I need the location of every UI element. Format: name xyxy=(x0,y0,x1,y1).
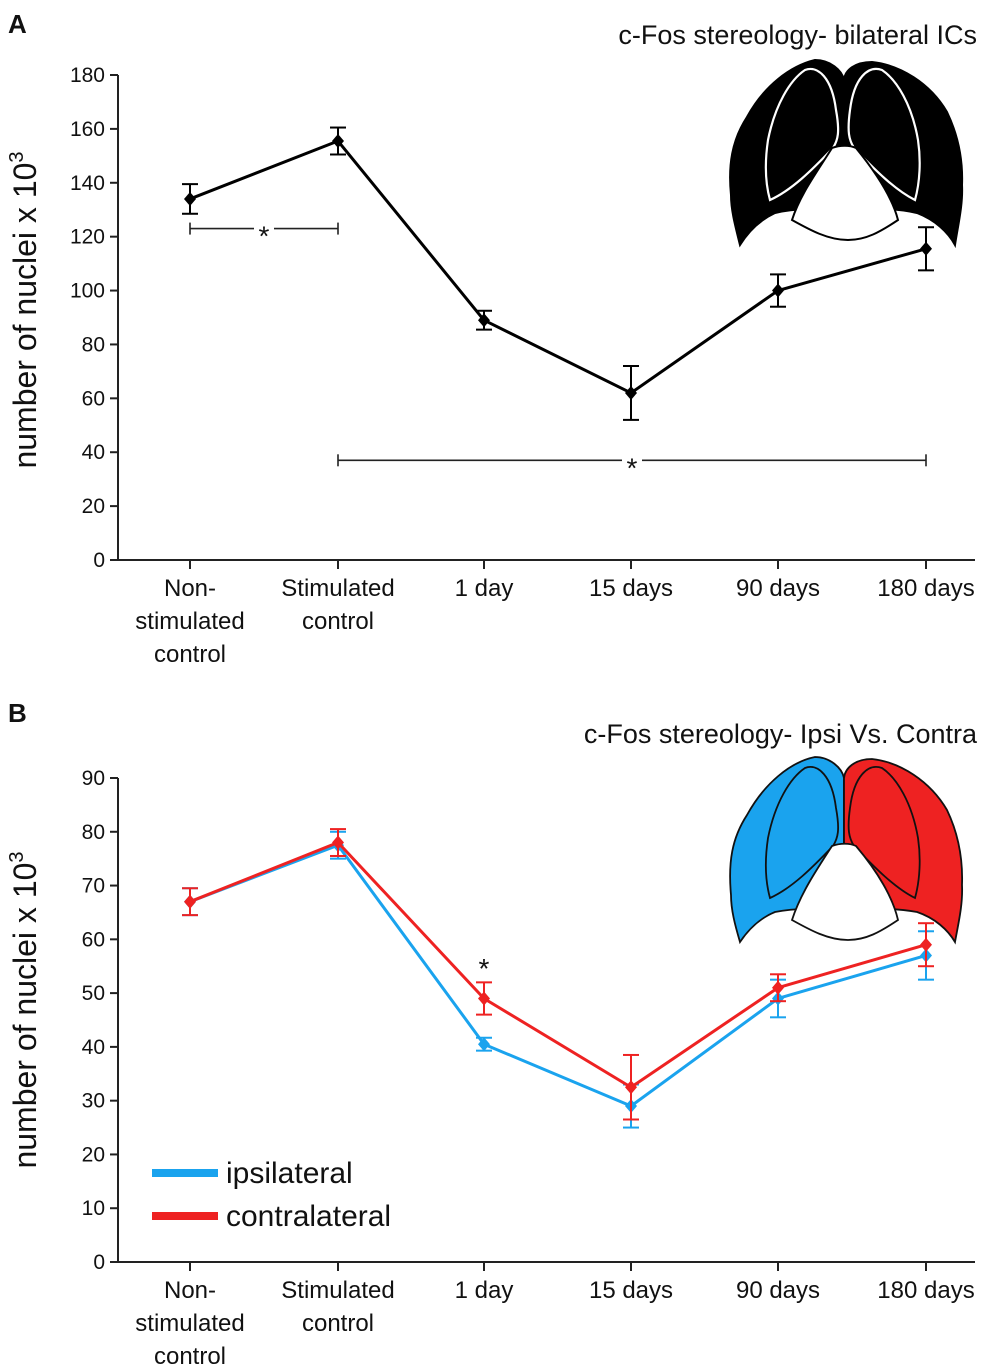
y-tick-label-b: 10 xyxy=(82,1197,105,1220)
legend-label-contralateral: contralateral xyxy=(226,1200,391,1233)
y-tick-label-a: 40 xyxy=(82,441,105,464)
data-point-contralateral xyxy=(478,991,490,1006)
significance-star-b: * xyxy=(479,953,490,984)
y-tick-label-b: 90 xyxy=(82,767,105,790)
significance-star-a: * xyxy=(627,452,638,483)
panel-label-b: B xyxy=(8,698,27,728)
series-line-ipsilateral xyxy=(189,843,927,1108)
x-category-label-a: control xyxy=(302,608,374,635)
y-tick-label-a: 0 xyxy=(93,549,105,572)
data-point-bilateral xyxy=(184,191,196,206)
x-category-label-b: 1 day xyxy=(455,1277,514,1304)
data-point-bilateral xyxy=(625,385,637,400)
y-tick-label-a: 60 xyxy=(82,387,105,410)
data-point-ipsilateral xyxy=(478,1037,490,1052)
data-point-bilateral xyxy=(920,241,932,256)
x-category-label-b: 180 days xyxy=(877,1277,974,1304)
x-category-label-a: 1 day xyxy=(455,575,514,602)
x-category-label-a: Non- xyxy=(164,575,216,602)
data-point-contralateral xyxy=(625,1080,637,1095)
y-tick-label-b: 70 xyxy=(82,875,105,898)
x-category-label-b: Stimulated xyxy=(281,1277,394,1304)
data-point-bilateral xyxy=(478,313,490,328)
significance-star-bg-a xyxy=(622,450,642,471)
x-category-label-a: 15 days xyxy=(589,575,673,602)
y-tick-label-b: 60 xyxy=(82,928,105,951)
y-tick-label-b: 50 xyxy=(82,982,105,1005)
y-tick-label-b: 20 xyxy=(82,1143,105,1166)
significance-star-bg-a xyxy=(254,218,274,239)
data-point-contralateral xyxy=(772,980,784,995)
y-tick-label-a: 100 xyxy=(70,280,105,303)
legend-label-ipsilateral: ipsilateral xyxy=(226,1157,353,1190)
y-axis-label-a: number of nuclei x 103 xyxy=(6,151,43,468)
x-category-label-b: control xyxy=(154,1343,226,1367)
x-category-label-a: stimulated xyxy=(135,608,244,635)
y-tick-label-a: 20 xyxy=(82,495,105,518)
chart-title-b: c-Fos stereology- Ipsi Vs. Contra xyxy=(584,719,978,749)
x-category-label-b: 15 days xyxy=(589,1277,673,1304)
chart-title-a: c-Fos stereology- bilateral ICs xyxy=(618,20,977,50)
y-tick-label-b: 80 xyxy=(82,821,105,844)
axes-b: 0 10 20 30 40 50 60 70 80 90 Non-stimulated control… xyxy=(82,767,975,1367)
y-tick-label-a: 180 xyxy=(70,64,105,87)
data-point-contralateral xyxy=(184,894,196,909)
y-tick-label-b: 40 xyxy=(82,1036,105,1059)
ipsi-contra-inferior-colliculi-diagram xyxy=(729,756,964,945)
data-point-bilateral xyxy=(332,134,344,149)
panel-a: A c-Fos stereology- bilateral ICs 0 20 40 6… xyxy=(6,9,977,668)
panel-b: B c-Fos stereology- Ipsi Vs. Contra 0 10 2… xyxy=(6,698,978,1367)
x-category-label-a: Stimulated xyxy=(281,575,394,602)
x-category-label-a: 180 days xyxy=(877,575,974,602)
series-line-contralateral xyxy=(189,841,927,1089)
data-point-contralateral xyxy=(332,835,344,850)
panel-label-a: A xyxy=(8,9,27,39)
y-tick-label-a: 80 xyxy=(82,333,105,356)
y-tick-label-b: 30 xyxy=(82,1090,105,1113)
significance-star-a: * xyxy=(259,221,270,252)
series-line-bilateral xyxy=(189,139,927,395)
y-tick-label-b: 0 xyxy=(93,1251,105,1274)
x-category-label-b: 90 days xyxy=(736,1277,820,1304)
x-category-label-a: 90 days xyxy=(736,575,820,602)
axes-a: 0 20 40 60 80 100 120 140 160 180 Non-stimulated co… xyxy=(70,64,975,668)
bilateral-inferior-colliculi-diagram xyxy=(729,58,964,249)
x-category-label-b: stimulated xyxy=(135,1310,244,1337)
y-tick-label-a: 140 xyxy=(70,172,105,195)
x-category-label-b: control xyxy=(302,1310,374,1337)
data-point-bilateral xyxy=(772,283,784,298)
y-axis-label-b: number of nuclei x 103 xyxy=(6,851,43,1168)
x-category-label-b: Non- xyxy=(164,1277,216,1304)
legend-b: ipsilateral contralateral xyxy=(152,1157,391,1233)
x-category-label-a: control xyxy=(154,641,226,668)
data-point-contralateral xyxy=(920,937,932,952)
y-tick-label-a: 120 xyxy=(70,226,105,249)
y-tick-label-a: 160 xyxy=(70,118,105,141)
